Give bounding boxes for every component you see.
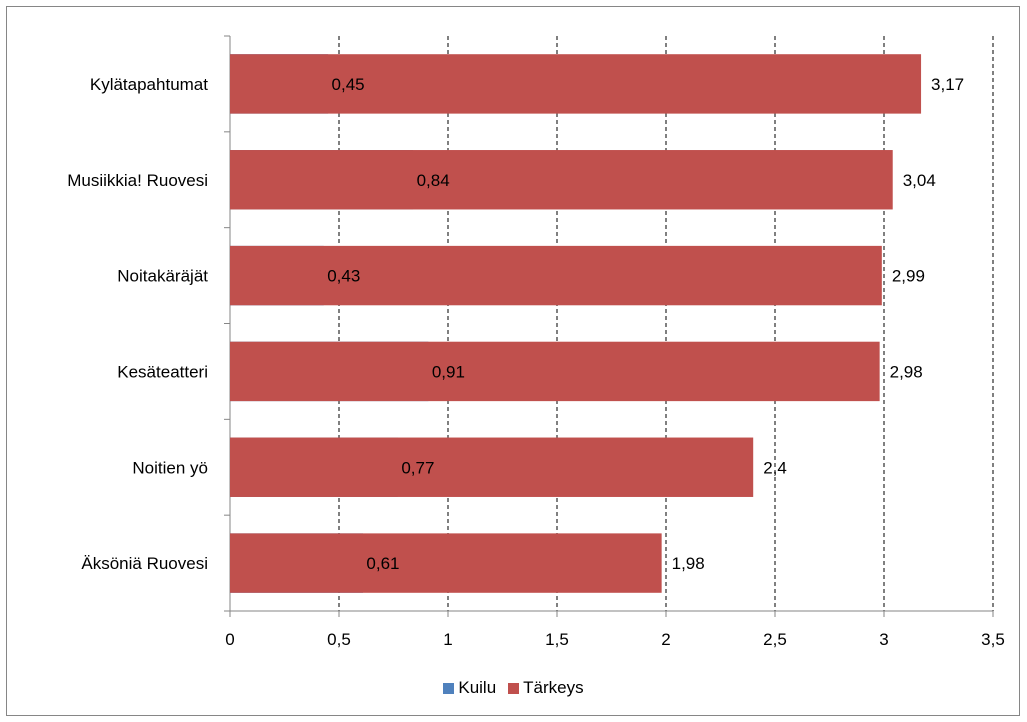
data-label-tarkeys-4: 2,4 [763,458,787,477]
data-label-kuilu-2: 0,43 [327,267,360,286]
legend-item-kuilu: Kuilu [443,678,496,698]
y-category-label-3: Kesäteatteri [117,362,208,381]
data-label-tarkeys-3: 2,98 [890,362,923,381]
x-tick-label-6: 3 [879,630,888,649]
data-label-kuilu-1: 0,84 [417,171,450,190]
y-category-label-0: Kylätapahtumat [90,75,208,94]
x-tick-label-3: 1,5 [545,630,569,649]
x-tick-label-0: 0 [225,630,234,649]
y-category-label-1: Musiikkia! Ruovesi [67,171,208,190]
x-tick-label-4: 2 [661,630,670,649]
legend: Kuilu Tärkeys [0,678,1027,698]
data-label-kuilu-4: 0,77 [401,458,434,477]
y-category-label-4: Noitien yö [132,458,208,477]
data-label-tarkeys-0: 3,17 [931,75,964,94]
x-tick-label-5: 2,5 [763,630,787,649]
bar-tarkeys-cat-0 [230,54,922,114]
bar-tarkeys-cat-4 [230,437,754,497]
data-label-kuilu-0: 0,45 [332,75,365,94]
x-tick-label-7: 3,5 [981,630,1005,649]
bar-tarkeys-cat-3 [230,341,880,402]
bar-tarkeys-cat-2 [230,245,882,306]
bar-tarkeys-cat-5 [230,533,662,593]
legend-label-kuilu: Kuilu [458,678,497,697]
legend-swatch-kuilu [443,682,455,694]
data-label-tarkeys-2: 2,99 [892,267,925,286]
data-label-kuilu-3: 0,91 [432,362,465,381]
y-category-label-2: Noitakäräjät [117,267,208,286]
legend-label-tarkeys: Tärkeys [523,678,584,697]
data-label-kuilu-5: 0,61 [366,554,399,573]
x-tick-label-1: 0,5 [327,630,351,649]
data-label-tarkeys-5: 1,98 [672,554,705,573]
data-label-tarkeys-1: 3,04 [903,171,936,190]
y-category-label-5: Äksöniä Ruovesi [81,554,208,573]
bar-tarkeys-cat-1 [230,150,893,210]
legend-swatch-tarkeys [508,682,520,694]
x-tick-label-2: 1 [443,630,452,649]
legend-item-tarkeys: Tärkeys [508,678,584,698]
